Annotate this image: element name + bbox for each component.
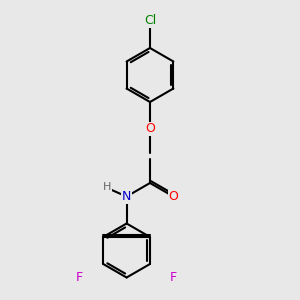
Text: F: F [170,271,177,284]
Text: O: O [145,122,155,136]
Text: H: H [103,182,111,193]
Text: Cl: Cl [144,14,156,28]
Text: N: N [122,190,131,203]
Text: O: O [169,190,178,203]
Text: F: F [76,271,83,284]
